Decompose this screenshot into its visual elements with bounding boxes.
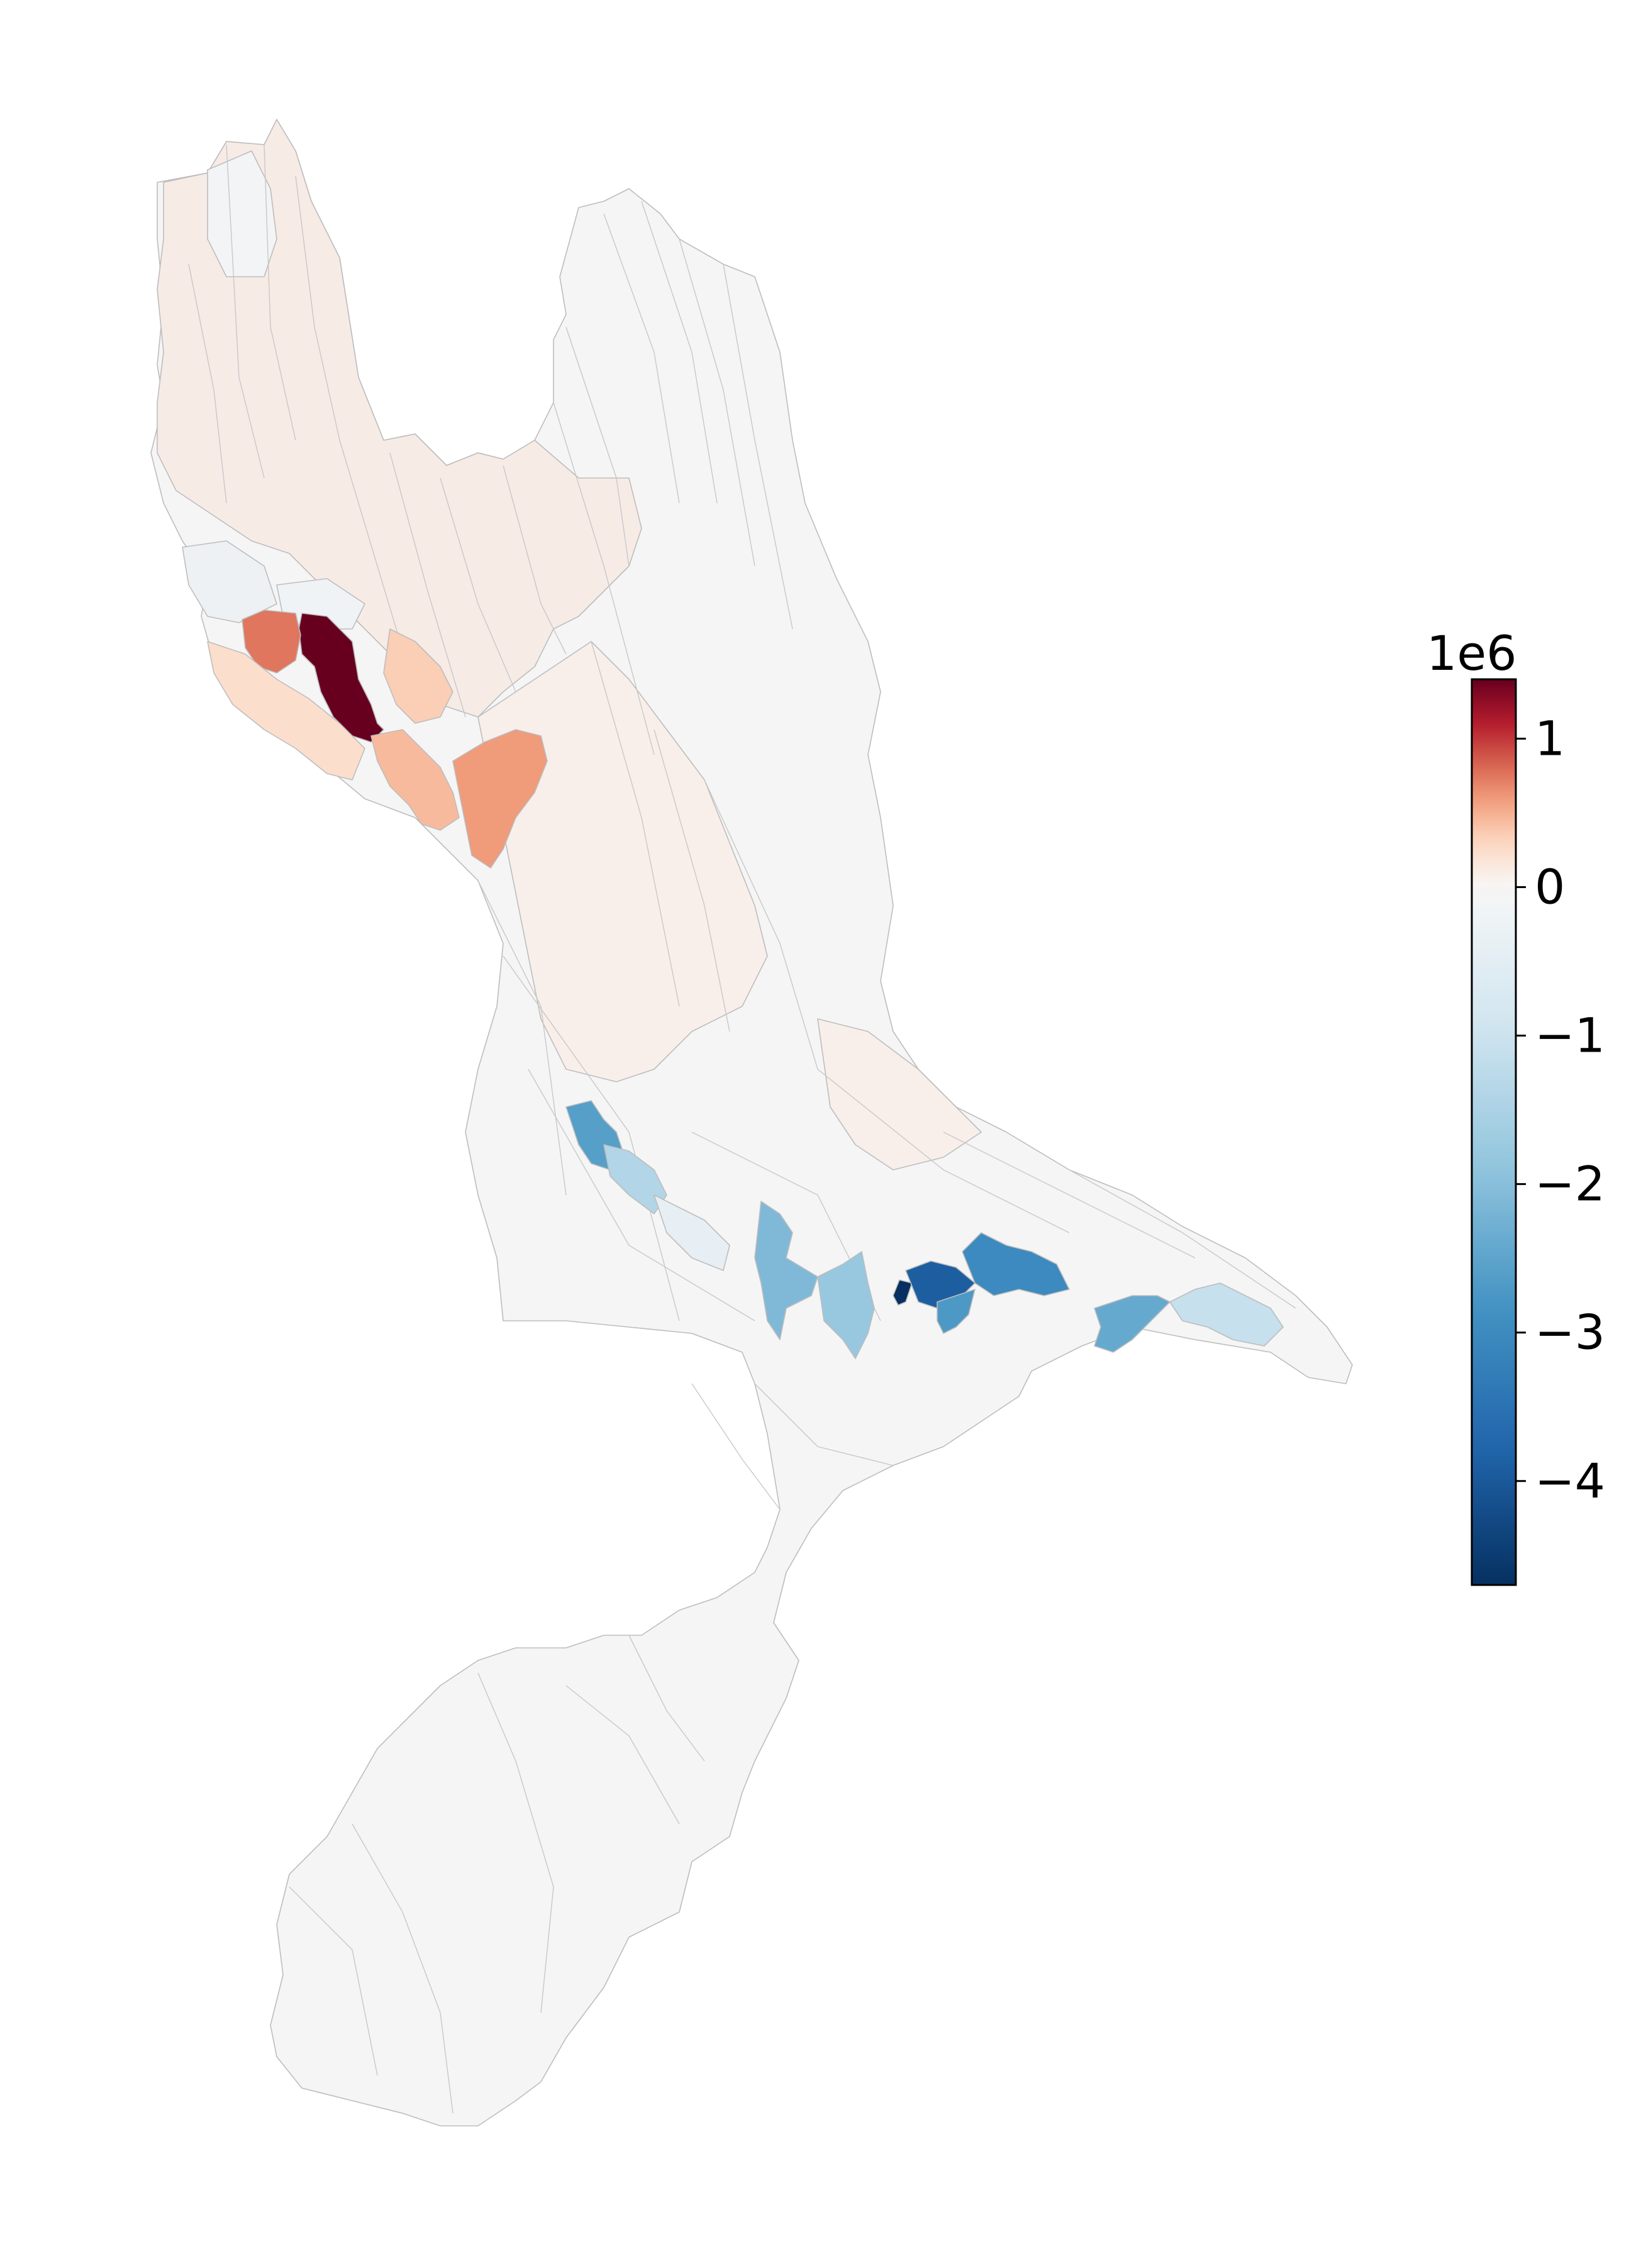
subbasin-east-arm-a: [962, 1232, 1070, 1296]
subbasin-northwest-high: [242, 609, 301, 674]
colorbar-tick-label: 0: [1535, 859, 1565, 914]
colorbar-exponent-label: 1e6: [1427, 625, 1516, 681]
basin-base-layer: [150, 119, 1353, 2126]
colorbar-tick-label: −1: [1535, 1008, 1605, 1064]
subbasin-east-min: [893, 1279, 913, 1306]
colorbar-tick-label: 1: [1535, 710, 1565, 766]
subbasin-east-arm-c: [1094, 1295, 1171, 1353]
subbasin-central-valley-c: [654, 1194, 730, 1271]
basin-north-white: [207, 150, 277, 277]
subbasin-northwest-max: [298, 613, 384, 743]
subbasin-east-tip: [1169, 1282, 1284, 1347]
colorbar-ticks: 1 0 −1 −2 −3 −4: [1516, 710, 1605, 1509]
subbasin-west-mid: [383, 628, 453, 724]
colorbar-tick-label: −3: [1535, 1304, 1605, 1360]
basin-east-pale: [817, 1018, 982, 1170]
subbasin-east-valley-a: [754, 1201, 818, 1340]
colorbar-tick-label: −4: [1535, 1453, 1605, 1509]
subbasin-west-central-b: [452, 729, 548, 869]
subbasin-southwest-band: [207, 641, 365, 781]
colorbar: 1 0 −1 −2 −3 −4 1e6: [1427, 625, 1605, 1586]
highlighted-subbasins: [207, 609, 1284, 1359]
subbasin-divides: [188, 144, 1296, 2114]
colorbar-bar: [1471, 678, 1517, 1586]
basin-central-pale: [477, 641, 768, 1082]
basin-northwest-pale: [157, 119, 642, 718]
subbasin-west-central-a: [370, 729, 460, 831]
colorbar-tick-label: −2: [1535, 1156, 1605, 1212]
subbasin-east-valley-b: [817, 1251, 875, 1359]
subbasin-east-arm-b: [937, 1289, 976, 1334]
